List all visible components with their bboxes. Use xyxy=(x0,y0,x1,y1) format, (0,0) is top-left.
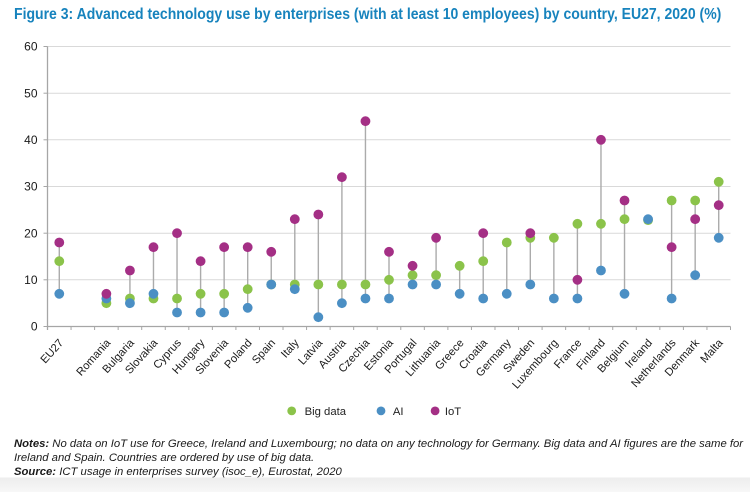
svg-text:20: 20 xyxy=(24,226,38,240)
svg-text:Figure 3: Advanced technology: Figure 3: Advanced technology use by ent… xyxy=(14,6,721,23)
svg-text:40: 40 xyxy=(24,133,38,147)
svg-text:Ireland and Spain. Countries a: Ireland and Spain. Countries are ordered… xyxy=(14,452,314,464)
svg-text:50: 50 xyxy=(24,86,38,100)
svg-text:Notes: No data on IoT use for: Notes: No data on IoT use for Greece, Ir… xyxy=(14,438,744,450)
svg-text:Source: ICT usage in enterpris: Source: ICT usage in enterprises survey … xyxy=(14,466,342,478)
svg-text:30: 30 xyxy=(24,180,38,194)
svg-text:0: 0 xyxy=(31,320,38,334)
svg-text:AI: AI xyxy=(393,406,404,418)
svg-text:60: 60 xyxy=(24,40,38,54)
svg-text:10: 10 xyxy=(24,273,38,287)
svg-text:Big data: Big data xyxy=(305,406,347,418)
svg-text:IoT: IoT xyxy=(445,406,461,418)
